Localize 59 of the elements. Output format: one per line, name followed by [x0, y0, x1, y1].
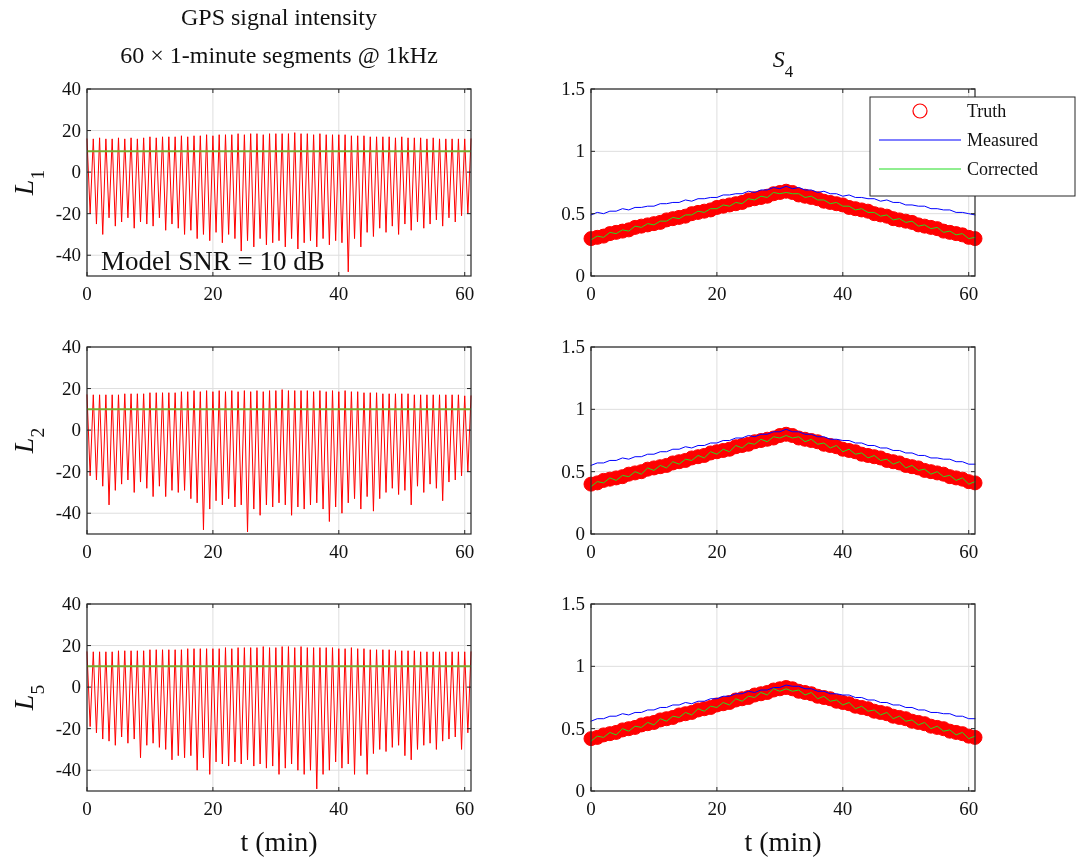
y-tick-label: -40: [55, 244, 81, 266]
chart-title: S$_{4}$: [772, 46, 794, 81]
y-tick-label: 1: [575, 655, 585, 677]
line-series: [86, 132, 472, 273]
legend-label: Truth: [967, 101, 1007, 121]
y-tick-label: 20: [62, 119, 81, 141]
x-tick-label: 20: [203, 798, 223, 819]
y-tick-label: 0.5: [561, 202, 585, 224]
y-tick-label: -40: [55, 759, 81, 781]
line-series: [590, 185, 976, 216]
y-tick-label: 1.5: [561, 336, 585, 357]
y-tick-label: 0: [575, 523, 585, 544]
x-tick-label: 20: [707, 283, 727, 304]
line-series: [86, 646, 472, 790]
y-tick-label: 0: [71, 161, 81, 183]
x-tick-label: 20: [203, 283, 223, 304]
legend-label: Corrected: [967, 159, 1038, 179]
x-tick-label: 60: [455, 798, 475, 819]
x-axis-title: t (min): [240, 826, 318, 857]
annotation: Model SNR = 10 dB: [101, 246, 325, 276]
y-tick-label: -20: [55, 460, 81, 482]
y-tick-label: 1: [575, 398, 585, 420]
x-tick-label: 60: [959, 541, 979, 562]
x-tick-label: 60: [959, 798, 979, 819]
y-tick-label: 1.5: [561, 593, 585, 614]
x-tick-label: 60: [959, 283, 979, 304]
x-tick-label: 20: [707, 541, 727, 562]
line-series: [590, 428, 976, 466]
y-tick-label: 40: [62, 78, 81, 99]
y-tick-label: 20: [62, 634, 81, 656]
line-series: [86, 389, 472, 533]
y-tick-label: 0: [71, 676, 81, 698]
y-tick-label: 40: [62, 336, 81, 357]
legend-label: Measured: [967, 130, 1038, 150]
x-tick-label: 40: [329, 798, 349, 819]
x-tick-label: 40: [833, 798, 853, 819]
x-axis-title: t (min): [744, 826, 822, 857]
x-tick-label: 20: [203, 541, 223, 562]
y-tick-label: 0.5: [561, 460, 585, 482]
chart-subtitle: 60 × 1-minute segments @ 1kHz: [120, 42, 438, 68]
x-tick-label: 40: [329, 541, 349, 562]
y-tick-label: 20: [62, 377, 81, 399]
x-tick-label: 60: [455, 283, 475, 304]
y-tick-label: 0: [575, 780, 585, 801]
y-tick-label: 0: [71, 419, 81, 441]
x-tick-label: 40: [329, 283, 349, 304]
y-tick-label: -20: [55, 717, 81, 739]
x-tick-label: 20: [707, 798, 727, 819]
y-tick-label: -20: [55, 202, 81, 224]
y-tick-label: 0: [575, 265, 585, 286]
chart-title: GPS signal intensity: [180, 4, 378, 30]
x-tick-label: 60: [455, 541, 475, 562]
y-tick-label: 1: [575, 140, 585, 162]
x-tick-label: 40: [833, 541, 853, 562]
y-tick-label: 1.5: [561, 78, 585, 99]
y-tick-label: 0.5: [561, 717, 585, 739]
y-tick-label: 40: [62, 593, 81, 614]
y-tick-label: -40: [55, 502, 81, 524]
x-tick-label: 40: [833, 283, 853, 304]
